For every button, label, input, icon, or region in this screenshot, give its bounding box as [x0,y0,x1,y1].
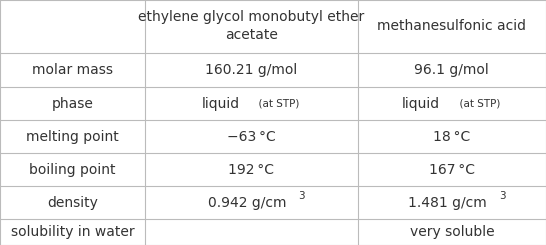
Text: boiling point: boiling point [29,163,116,177]
Text: (at STP): (at STP) [252,98,299,109]
Text: 0.942 g/cm: 0.942 g/cm [207,196,286,210]
Text: 96.1 g/mol: 96.1 g/mol [414,63,489,77]
Text: 3: 3 [299,191,305,201]
Text: −63 °C: −63 °C [227,130,276,144]
Text: molar mass: molar mass [32,63,113,77]
Text: 18 °C: 18 °C [433,130,471,144]
Text: phase: phase [51,97,93,110]
Text: liquid: liquid [201,97,240,110]
Text: methanesulfonic acid: methanesulfonic acid [377,19,526,33]
Text: 167 °C: 167 °C [429,163,475,177]
Text: very soluble: very soluble [410,225,494,239]
Text: (at STP): (at STP) [453,98,500,109]
Text: melting point: melting point [26,130,118,144]
Text: ethylene glycol monobutyl ether
acetate: ethylene glycol monobutyl ether acetate [138,10,364,42]
Text: density: density [47,196,98,210]
Text: liquid: liquid [402,97,440,110]
Text: 3: 3 [499,191,506,201]
Text: 192 °C: 192 °C [228,163,274,177]
Text: 160.21 g/mol: 160.21 g/mol [205,63,297,77]
Text: 1.481 g/cm: 1.481 g/cm [408,196,487,210]
Text: solubility in water: solubility in water [10,225,134,239]
